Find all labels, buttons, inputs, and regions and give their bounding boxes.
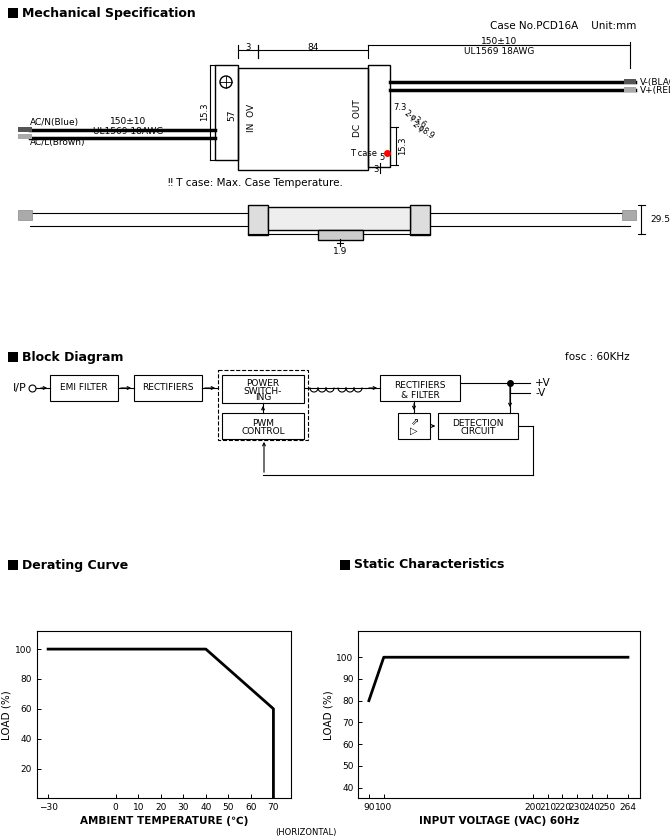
Bar: [50, 375, 118, 401]
Text: Case No.PCD16A    Unit:mm: Case No.PCD16A Unit:mm: [490, 21, 636, 31]
Text: UL1569 18AWG: UL1569 18AWG: [93, 128, 163, 136]
Text: 2-φ3.6: 2-φ3.6: [402, 108, 427, 130]
Text: 7.3: 7.3: [393, 103, 407, 111]
Text: 84: 84: [308, 43, 319, 52]
Text: 5: 5: [379, 152, 385, 161]
X-axis label: AMBIENT TEMPERATURE (℃): AMBIENT TEMPERATURE (℃): [80, 817, 249, 827]
Bar: [438, 413, 518, 439]
Text: DC  OUT: DC OUT: [354, 99, 362, 137]
Text: AC/N(Blue): AC/N(Blue): [30, 118, 79, 126]
Bar: [18, 210, 32, 220]
Text: fosc : 60KHz: fosc : 60KHz: [565, 352, 630, 362]
Text: 15.3: 15.3: [399, 137, 407, 155]
Text: 150±10: 150±10: [110, 118, 146, 126]
Text: DETECTION: DETECTION: [452, 419, 504, 427]
Text: 29.5: 29.5: [650, 215, 670, 223]
Bar: [222, 375, 304, 403]
Text: Block Diagram: Block Diagram: [22, 350, 123, 364]
Text: IN  OV: IN OV: [247, 104, 257, 132]
Text: Mechanical Specification: Mechanical Specification: [22, 7, 196, 19]
Text: 57: 57: [228, 110, 237, 120]
Text: V-(BLACK): V-(BLACK): [640, 78, 670, 86]
Text: AC/L(Brown): AC/L(Brown): [30, 139, 86, 147]
Y-axis label: LOAD (%): LOAD (%): [324, 690, 334, 740]
Bar: [380, 375, 460, 401]
Bar: [410, 205, 430, 235]
Text: 3: 3: [245, 43, 251, 52]
Text: 150±10: 150±10: [481, 38, 517, 47]
Bar: [215, 65, 238, 160]
Text: T case: T case: [350, 149, 377, 157]
Bar: [268, 207, 410, 230]
Text: CONTROL: CONTROL: [241, 426, 285, 436]
Bar: [624, 87, 636, 92]
Bar: [134, 375, 202, 401]
Bar: [624, 79, 636, 84]
Bar: [248, 205, 268, 235]
Text: SWITCH-: SWITCH-: [244, 386, 282, 395]
Text: ▷: ▷: [410, 426, 418, 436]
Bar: [8, 352, 18, 362]
Text: I/P: I/P: [13, 383, 27, 393]
Text: RECTIFIERS: RECTIFIERS: [142, 384, 194, 392]
Text: & FILTER: & FILTER: [401, 390, 440, 400]
Bar: [340, 560, 350, 570]
Bar: [622, 210, 636, 220]
Bar: [18, 127, 32, 132]
Text: ‼ T case: Max. Case Temperature.: ‼ T case: Max. Case Temperature.: [168, 178, 342, 188]
Text: 3: 3: [373, 166, 379, 175]
Text: +V: +V: [535, 378, 551, 388]
Text: 2-φ8.9: 2-φ8.9: [410, 120, 436, 140]
Text: EMI FILTER: EMI FILTER: [60, 384, 108, 392]
Bar: [222, 413, 304, 439]
Text: ING: ING: [255, 394, 271, 402]
Bar: [18, 134, 32, 139]
Bar: [238, 68, 368, 170]
Text: UL1569 18AWG: UL1569 18AWG: [464, 48, 534, 57]
X-axis label: INPUT VOLTAGE (VAC) 60Hz: INPUT VOLTAGE (VAC) 60Hz: [419, 817, 580, 827]
Text: V+(RED): V+(RED): [640, 85, 670, 94]
Y-axis label: LOAD (%): LOAD (%): [2, 690, 12, 740]
Bar: [8, 8, 18, 18]
Text: 15.3: 15.3: [200, 103, 210, 121]
Text: CIRCUIT: CIRCUIT: [460, 426, 496, 436]
Bar: [398, 413, 430, 439]
Text: PWM: PWM: [252, 419, 274, 427]
Bar: [8, 560, 18, 570]
Bar: [318, 230, 363, 240]
Bar: [368, 65, 390, 167]
Bar: [218, 370, 308, 440]
Text: POWER: POWER: [247, 379, 279, 388]
Text: RECTIFIERS: RECTIFIERS: [394, 380, 446, 390]
Text: 1.9: 1.9: [333, 247, 347, 256]
Text: ⇗: ⇗: [410, 418, 418, 428]
Text: (HORIZONTAL): (HORIZONTAL): [275, 828, 337, 836]
Text: -V: -V: [535, 388, 545, 398]
Text: Derating Curve: Derating Curve: [22, 558, 128, 572]
Text: Static Characteristics: Static Characteristics: [354, 558, 505, 572]
